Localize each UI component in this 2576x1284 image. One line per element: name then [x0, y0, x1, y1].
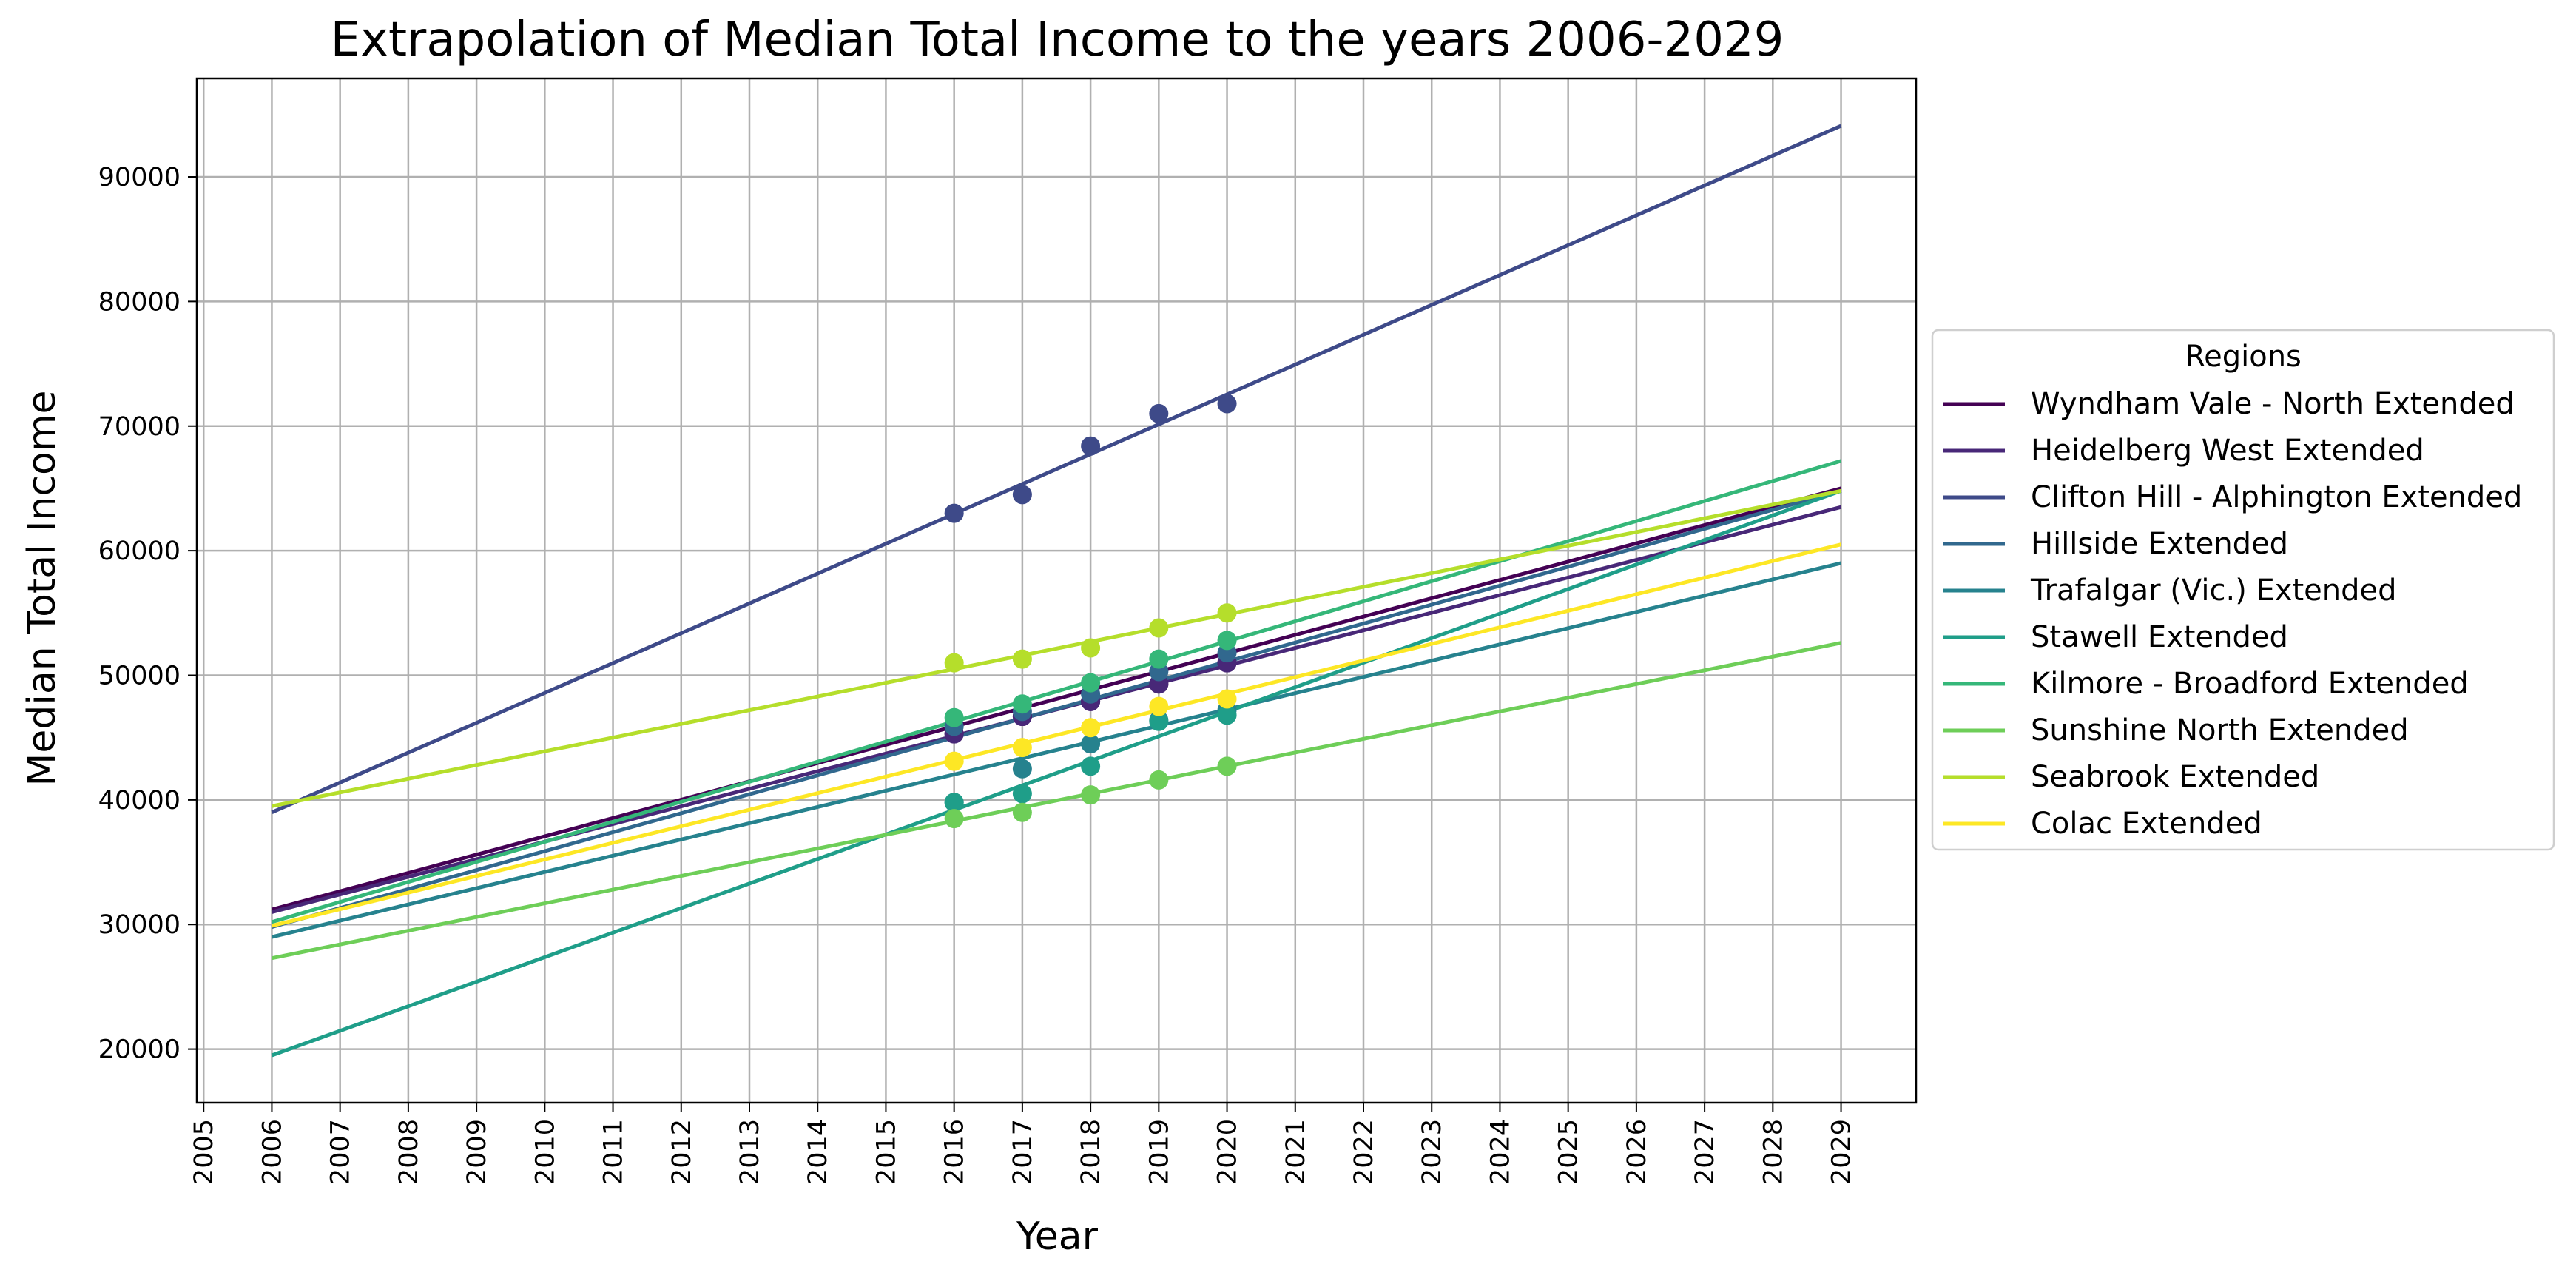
- series-line: [271, 488, 1842, 930]
- x-tick-label: 2009: [462, 1119, 492, 1185]
- data-point: [1012, 802, 1032, 822]
- x-tick-label: 2012: [667, 1119, 697, 1185]
- data-point: [1081, 673, 1101, 693]
- data-point: [944, 653, 964, 673]
- data-point: [1081, 718, 1101, 738]
- legend: Regions Wyndham Vale - North Extended Hei…: [1931, 329, 2555, 851]
- x-tick-label: 2011: [599, 1119, 629, 1185]
- data-point: [1217, 705, 1237, 725]
- grid-layer: [197, 78, 1916, 1103]
- x-tick-label: 2019: [1144, 1119, 1174, 1185]
- series-line: [271, 486, 1842, 912]
- data-point: [1149, 696, 1169, 716]
- y-tick-label: 20000: [98, 1035, 181, 1065]
- x-tick-label: 2017: [1008, 1119, 1038, 1185]
- data-point: [944, 793, 964, 813]
- x-tick-label: 2023: [1417, 1119, 1447, 1185]
- x-tick-label: 2026: [1622, 1119, 1652, 1185]
- y-tick-label: 50000: [98, 661, 181, 690]
- series-line: [271, 488, 1842, 808]
- legend-box: [1931, 329, 2555, 851]
- legend-label: Colac Extended: [2031, 807, 2262, 841]
- legend-label: Trafalgar (Vic.) Extended: [2030, 574, 2397, 608]
- data-point: [1012, 759, 1032, 779]
- data-point: [944, 751, 964, 771]
- legend-label: Kilmore - Broadford Extended: [2031, 667, 2469, 701]
- x-axis-label: Year: [1016, 1214, 1099, 1259]
- data-point: [1012, 649, 1032, 669]
- legend-label: Sunshine North Extended: [2031, 713, 2409, 747]
- legend-label: Clifton Hill - Alphington Extended: [2031, 480, 2522, 514]
- plot-frame: [195, 77, 1918, 1104]
- data-point: [1217, 756, 1237, 776]
- x-tick-label: 2016: [940, 1119, 970, 1185]
- series-line: [271, 561, 1842, 939]
- legend-label: Wyndham Vale - North Extended: [2031, 387, 2515, 421]
- data-point: [1081, 638, 1101, 658]
- series-line: [271, 488, 1842, 1058]
- data-point: [944, 707, 964, 727]
- series-line: [271, 542, 1842, 928]
- y-tick-label: 70000: [98, 412, 181, 442]
- x-tick-label: 2006: [257, 1119, 287, 1185]
- y-tick-label: 30000: [98, 910, 181, 940]
- legend-items: Wyndham Vale - North Extended Heidelberg …: [1943, 387, 2522, 841]
- x-tick-label: 2005: [189, 1119, 219, 1185]
- data-point: [1149, 770, 1169, 790]
- legend-title: Regions: [2185, 340, 2302, 374]
- y-tick-label: 60000: [98, 537, 181, 566]
- data-point: [1217, 689, 1237, 709]
- y-tick-label: 80000: [98, 287, 181, 317]
- series-line: [271, 124, 1842, 814]
- legend-label: Hillside Extended: [2031, 527, 2288, 561]
- data-point: [1081, 436, 1101, 456]
- x-tick-label: 2024: [1486, 1119, 1515, 1185]
- x-tick-label: 2013: [735, 1119, 765, 1185]
- x-tick-label: 2015: [871, 1119, 901, 1185]
- series-line: [271, 459, 1842, 924]
- x-tick-label: 2022: [1349, 1119, 1379, 1185]
- data-point: [1149, 618, 1169, 638]
- series-line: [271, 641, 1842, 961]
- legend-label: Seabrook Extended: [2031, 760, 2319, 794]
- data-point: [1149, 711, 1169, 731]
- data-point: [1081, 756, 1101, 776]
- data-point: [1012, 738, 1032, 758]
- data-point: [1217, 394, 1237, 414]
- x-tick-label: 2029: [1827, 1119, 1857, 1185]
- data-point: [1012, 784, 1032, 804]
- y-tick-label: 90000: [98, 163, 181, 192]
- x-tick-label: 2021: [1281, 1119, 1311, 1185]
- data-point: [1217, 603, 1237, 623]
- points-layer: [944, 394, 1237, 829]
- y-axis-label: Median Total Income: [20, 391, 64, 787]
- x-tick-label: 2028: [1759, 1119, 1788, 1185]
- data-point: [1081, 785, 1101, 805]
- tick-layer: 2005 2006 2007 2008 2009 2010 2011 2012 2013 2014…: [98, 163, 1857, 1185]
- x-tick-label: 2025: [1554, 1119, 1584, 1185]
- data-point: [1149, 649, 1169, 669]
- x-tick-label: 2008: [394, 1119, 424, 1185]
- data-point: [1012, 485, 1032, 505]
- data-point: [1217, 631, 1237, 651]
- x-tick-label: 2014: [803, 1119, 833, 1185]
- x-tick-label: 2007: [326, 1119, 356, 1185]
- x-tick-label: 2020: [1213, 1119, 1243, 1185]
- x-tick-label: 2027: [1690, 1119, 1720, 1185]
- chart-title: Extrapolation of Median Total Income to …: [331, 13, 1784, 67]
- data-point: [1012, 694, 1032, 714]
- data-point: [944, 809, 964, 829]
- data-point: [1081, 734, 1101, 754]
- x-tick-label: 2010: [530, 1119, 560, 1185]
- data-point: [1149, 403, 1169, 423]
- series-layer: [271, 124, 1842, 1058]
- data-point: [944, 503, 964, 523]
- x-tick-label: 2018: [1076, 1119, 1106, 1185]
- legend-label: Stawell Extended: [2031, 620, 2288, 654]
- y-tick-label: 40000: [98, 786, 181, 816]
- legend-label: Heidelberg West Extended: [2031, 434, 2424, 468]
